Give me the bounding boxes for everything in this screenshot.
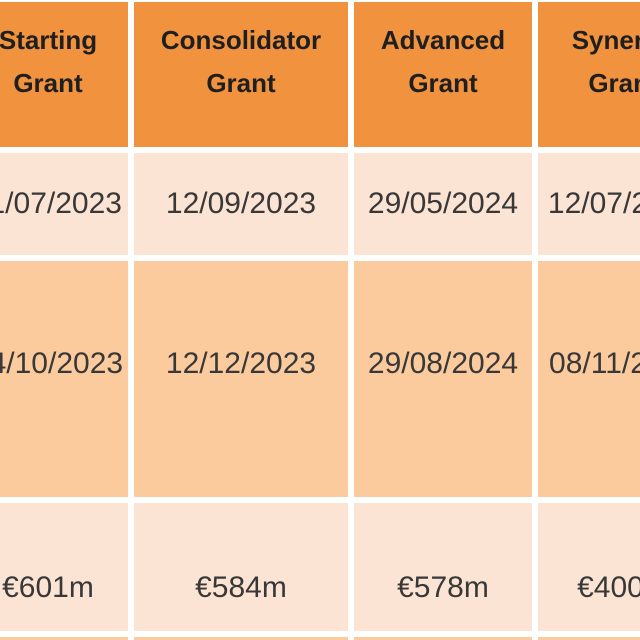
table-row-dates-2: 24/10/2023 12/12/2023 29/08/2024 08/11/2… xyxy=(0,261,640,497)
header-label: Advanced Grant xyxy=(380,25,506,98)
date-cell: 08/11/2023 xyxy=(538,261,640,497)
table-row-partial xyxy=(0,637,640,640)
date-cell: 29/05/2024 xyxy=(354,153,532,255)
date-cell: 11/07/2023 xyxy=(0,153,128,255)
table-header-row: Starting Grant Consolidator Grant Advanc… xyxy=(0,2,640,147)
next-row-cell xyxy=(0,637,128,640)
header-cell-advanced-grant: Advanced Grant xyxy=(354,2,532,147)
budget-cell: €578m xyxy=(354,503,532,631)
header-cell-consolidator-grant: Consolidator Grant xyxy=(134,2,348,147)
date-cell: 29/08/2024 xyxy=(354,261,532,497)
date-cell: 12/07/2023 xyxy=(538,153,640,255)
budget-cell: €584m xyxy=(134,503,348,631)
table-row-budget: €601m €584m €578m €400m xyxy=(0,503,640,631)
budget-cell: €400m xyxy=(538,503,640,631)
budget-cell: €601m xyxy=(0,503,128,631)
header-cell-starting-grant: Starting Grant xyxy=(0,2,128,147)
date-cell: 24/10/2023 xyxy=(0,261,128,497)
date-cell: 12/09/2023 xyxy=(134,153,348,255)
date-cell: 12/12/2023 xyxy=(134,261,348,497)
header-label: Synergy Grant xyxy=(571,25,640,98)
next-row-cell xyxy=(354,637,532,640)
next-row-cell xyxy=(134,637,348,640)
header-label: Consolidator Grant xyxy=(160,25,322,98)
header-cell-synergy-grant: Synergy Grant xyxy=(538,2,640,147)
table-row-dates-1: 11/07/2023 12/09/2023 29/05/2024 12/07/2… xyxy=(0,153,640,255)
header-label: Starting Grant xyxy=(0,25,98,98)
next-row-cell xyxy=(538,637,640,640)
